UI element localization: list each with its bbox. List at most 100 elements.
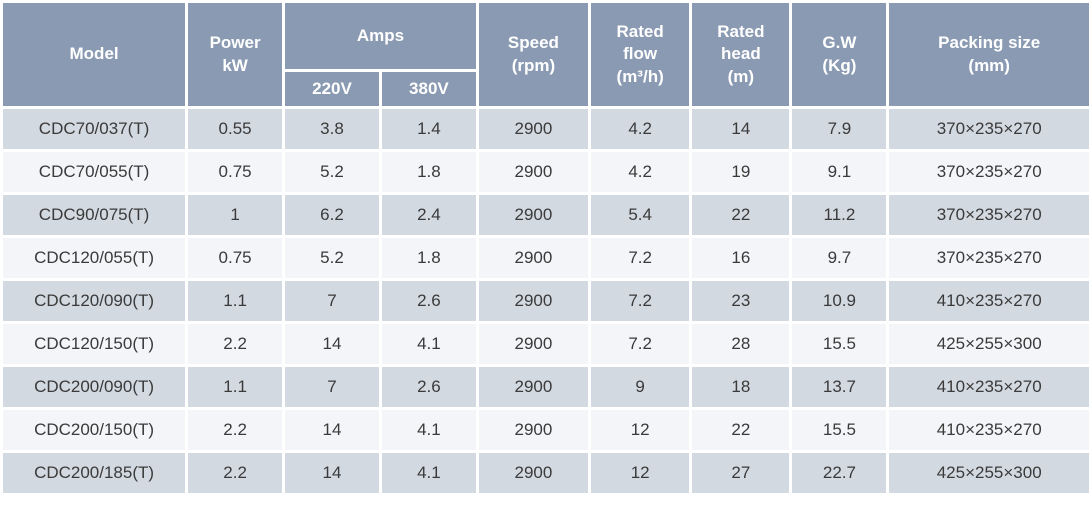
cell-gw-kg: 11.2 [789,192,890,238]
header-cell-rated-flow: Rated flow (m³/h) [588,0,693,109]
cell-amps-380v: 4.1 [378,321,479,367]
cell-rated-head: 23 [689,278,793,324]
table-body: CDC70/037(T) 0.55 3.8 1.4 2900 4.2 14 7.… [0,106,1092,496]
cell-rated-head: 22 [689,407,793,453]
cell-power-kw: 0.55 [185,106,286,152]
header-cell-rated-head: Rated head (m) [689,0,793,109]
cell-model: CDC200/090(T) [0,364,189,410]
cell-gw-kg: 7.9 [789,106,890,152]
cell-rated-head: 28 [689,321,793,367]
table-row: CDC120/150(T) 2.2 14 4.1 2900 7.2 28 15.… [0,321,1092,367]
table-row: CDC200/150(T) 2.2 14 4.1 2900 12 22 15.5… [0,407,1092,453]
cell-model: CDC200/185(T) [0,450,189,496]
cell-rated-flow: 12 [588,407,693,453]
cell-packing-size: 370×235×270 [886,192,1092,238]
cell-model: CDC200/150(T) [0,407,189,453]
header-cell-amps-220v: 220V [282,69,382,109]
cell-amps-220v: 5.2 [282,149,382,195]
cell-speed-rpm: 2900 [475,106,592,152]
cell-rated-flow: 7.2 [588,235,693,281]
cell-rated-flow: 12 [588,450,693,496]
cell-rated-head: 19 [689,149,793,195]
cell-speed-rpm: 2900 [475,149,592,195]
table-row: CDC200/185(T) 2.2 14 4.1 2900 12 27 22.7… [0,450,1092,496]
cell-packing-size: 410×235×270 [886,364,1092,410]
cell-packing-size: 370×235×270 [886,149,1092,195]
cell-rated-flow: 4.2 [588,149,693,195]
cell-amps-220v: 14 [282,450,382,496]
cell-amps-220v: 7 [282,364,382,410]
cell-power-kw: 2.2 [185,450,286,496]
cell-speed-rpm: 2900 [475,192,592,238]
header-cell-amps-380v: 380V [378,69,479,109]
cell-amps-380v: 1.4 [378,106,479,152]
cell-gw-kg: 15.5 [789,407,890,453]
cell-rated-head: 22 [689,192,793,238]
cell-gw-kg: 13.7 [789,364,890,410]
cell-model: CDC120/090(T) [0,278,189,324]
cell-amps-220v: 3.8 [282,106,382,152]
cell-speed-rpm: 2900 [475,321,592,367]
header-cell-packing-size: Packing size (mm) [886,0,1092,109]
cell-power-kw: 2.2 [185,407,286,453]
cell-amps-380v: 2.6 [378,364,479,410]
cell-amps-380v: 1.8 [378,235,479,281]
cell-amps-220v: 5.2 [282,235,382,281]
cell-rated-flow: 4.2 [588,106,693,152]
header-row-main: Model Power kW Amps Speed (rpm) Rated fl… [0,0,1092,109]
cell-rated-flow: 7.2 [588,321,693,367]
cell-rated-flow: 7.2 [588,278,693,324]
cell-speed-rpm: 2900 [475,364,592,410]
cell-power-kw: 2.2 [185,321,286,367]
cell-rated-head: 27 [689,450,793,496]
cell-amps-380v: 1.8 [378,149,479,195]
cell-gw-kg: 22.7 [789,450,890,496]
table-row: CDC70/055(T) 0.75 5.2 1.8 2900 4.2 19 9.… [0,149,1092,195]
cell-power-kw: 1.1 [185,278,286,324]
table-row: CDC200/090(T) 1.1 7 2.6 2900 9 18 13.7 4… [0,364,1092,410]
cell-amps-220v: 14 [282,407,382,453]
cell-speed-rpm: 2900 [475,235,592,281]
header-cell-model: Model [0,0,189,109]
cell-gw-kg: 10.9 [789,278,890,324]
header-cell-power-kw: Power kW [185,0,286,109]
cell-gw-kg: 9.1 [789,149,890,195]
cell-amps-380v: 2.6 [378,278,479,324]
cell-amps-220v: 6.2 [282,192,382,238]
cell-packing-size: 425×255×300 [886,450,1092,496]
header-cell-amps: Amps [282,0,479,72]
cell-speed-rpm: 2900 [475,407,592,453]
cell-packing-size: 410×235×270 [886,407,1092,453]
header-cell-gw-kg: G.W (Kg) [789,0,890,109]
table-row: CDC70/037(T) 0.55 3.8 1.4 2900 4.2 14 7.… [0,106,1092,152]
pump-spec-table: Model Power kW Amps Speed (rpm) Rated fl… [0,0,1092,496]
cell-power-kw: 1.1 [185,364,286,410]
table-row: CDC120/090(T) 1.1 7 2.6 2900 7.2 23 10.9… [0,278,1092,324]
cell-rated-flow: 9 [588,364,693,410]
cell-packing-size: 370×235×270 [886,235,1092,281]
cell-amps-380v: 4.1 [378,407,479,453]
cell-rated-head: 18 [689,364,793,410]
cell-model: CDC90/075(T) [0,192,189,238]
cell-amps-220v: 14 [282,321,382,367]
cell-gw-kg: 9.7 [789,235,890,281]
cell-speed-rpm: 2900 [475,278,592,324]
header-row-sub: 220V 380V [2,69,1091,109]
cell-packing-size: 370×235×270 [886,106,1092,152]
table-header: Model Power kW Amps Speed (rpm) Rated fl… [0,0,1092,109]
header-cell-speed-rpm: Speed (rpm) [475,0,592,109]
table-row: CDC90/075(T) 1 6.2 2.4 2900 5.4 22 11.2 … [0,192,1092,238]
table-row: CDC120/055(T) 0.75 5.2 1.8 2900 7.2 16 9… [0,235,1092,281]
cell-amps-380v: 4.1 [378,450,479,496]
cell-amps-380v: 2.4 [378,192,479,238]
cell-model: CDC120/055(T) [0,235,189,281]
cell-power-kw: 1 [185,192,286,238]
cell-speed-rpm: 2900 [475,450,592,496]
cell-power-kw: 0.75 [185,149,286,195]
cell-rated-head: 14 [689,106,793,152]
cell-model: CDC70/055(T) [0,149,189,195]
cell-amps-220v: 7 [282,278,382,324]
cell-model: CDC70/037(T) [0,106,189,152]
cell-packing-size: 425×255×300 [886,321,1092,367]
cell-gw-kg: 15.5 [789,321,890,367]
